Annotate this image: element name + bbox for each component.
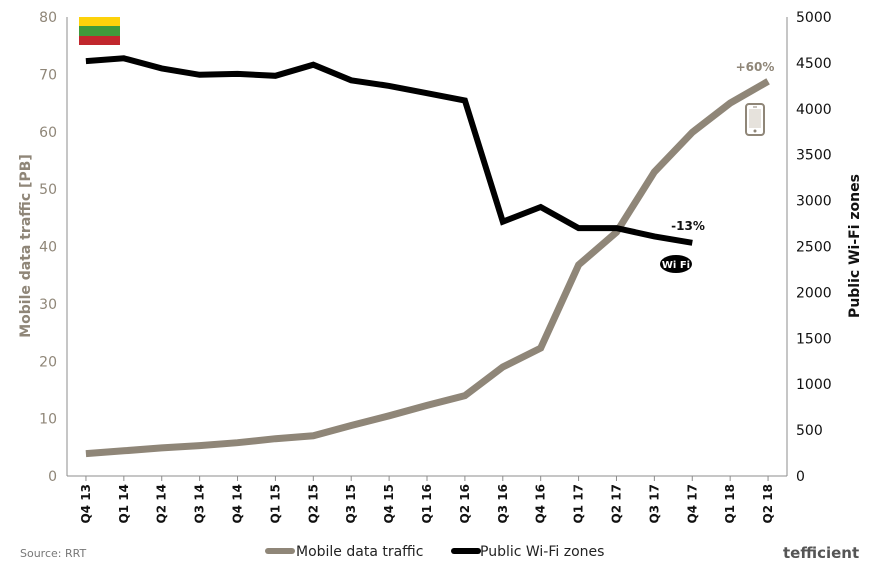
left-tick-label: 60 [39,125,57,141]
x-tick-label: Q4 15 [382,484,396,523]
flag-stripe-yellow [79,17,120,26]
right-tick-label: 5000 [796,10,832,26]
source-note: Source: RRT [20,547,86,560]
flag-stripe-green [79,26,120,36]
right-tick-label: 1000 [796,377,832,393]
right-tick-label: 500 [796,423,823,439]
x-tick-label: Q4 13 [79,484,93,523]
left-tick-label: 40 [39,240,57,256]
legend-label-mobile: Mobile data traffic [296,544,423,560]
right-tick-label: 4000 [796,102,832,118]
wifi-icon: Wi Fi [660,255,692,273]
right-tick-label: 2500 [796,240,832,256]
left-tick-label: 30 [39,297,57,313]
x-tick-label: Q4 16 [534,484,548,523]
x-tick-label: Q4 14 [231,484,245,523]
x-tick-label: Q1 17 [572,484,586,523]
left-tick-label: 80 [39,10,57,26]
legend: Mobile data traffic Public Wi-Fi zones [265,544,604,560]
brand-logo: tefficient [783,544,859,562]
x-tick-label: Q2 14 [155,484,169,523]
x-axis-ticks: Q4 13 Q1 14 Q2 14 Q3 14 Q4 14 Q1 15 Q2 15 Q3 15… [79,476,775,523]
right-axis-title: Public Wi-Fi zones [847,174,863,318]
annotation-mobile-growth: +60% [736,60,775,74]
annotation-wifi-decline: -13% [671,219,705,233]
right-tick-label: 3500 [796,148,832,164]
x-tick-label: Q2 18 [761,484,775,523]
left-axis-title: Mobile data traffic [PB] [18,154,34,338]
x-tick-label: Q1 15 [268,484,282,523]
series-lines [85,55,770,458]
x-tick-label: Q2 15 [306,484,320,523]
left-axis-ticks: 0 10 20 30 40 50 60 70 80 [39,10,57,485]
x-tick-label: Q2 16 [458,484,472,523]
left-tick-label: 0 [48,469,57,485]
right-tick-label: 0 [796,469,805,485]
x-tick-label: Q3 14 [193,484,207,523]
right-tick-label: 4500 [796,56,832,72]
series-line-mobile-data-traffic [85,78,770,458]
smartphone-icon [745,103,765,136]
left-tick-label: 50 [39,182,57,198]
x-tick-label: Q3 16 [496,484,510,523]
flag-stripe-red [79,36,120,45]
x-tick-label: Q3 17 [647,484,661,523]
left-tick-label: 10 [39,412,57,428]
left-tick-label: 70 [39,67,57,83]
x-tick-label: Q3 15 [344,484,358,523]
x-tick-label: Q1 14 [117,484,131,523]
lithuania-flag-icon [79,17,120,45]
series-line-public-wifi-zones [85,55,693,246]
right-tick-label: 3000 [796,194,832,210]
x-tick-label: Q1 18 [723,484,737,523]
right-tick-label: 1500 [796,331,832,347]
svg-text:Wi Fi: Wi Fi [662,260,690,271]
right-tick-label: 2000 [796,285,832,301]
x-tick-label: Q1 16 [420,484,434,523]
x-tick-label: Q2 17 [609,484,623,523]
right-axis-ticks: 0 500 1000 1500 2000 2500 3000 3500 4000 4500 5000 [796,10,832,485]
left-tick-label: 20 [39,354,57,370]
legend-label-wifi: Public Wi-Fi zones [480,544,604,560]
x-tick-label: Q4 17 [685,484,699,523]
